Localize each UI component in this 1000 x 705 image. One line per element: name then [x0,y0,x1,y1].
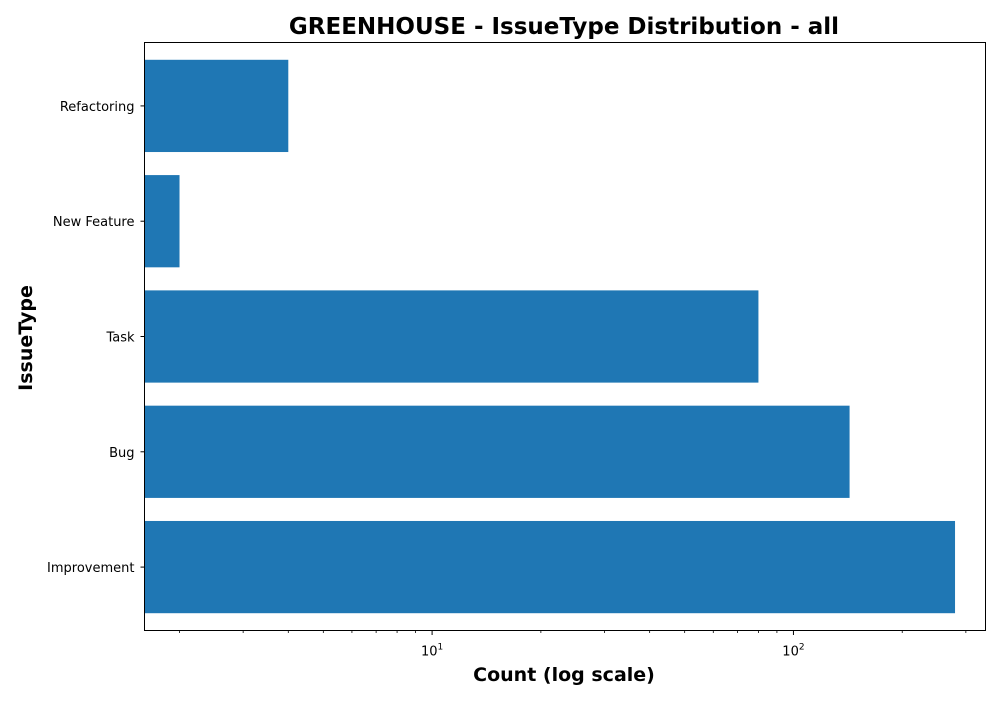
y-tick-label-new-feature: New Feature [53,215,135,230]
bars-layer [144,59,956,614]
y-axis-label: IssueType [15,285,37,391]
y-tick-label-refactoring: Refactoring [60,100,135,115]
y-tick-label-task: Task [105,331,135,346]
ticks-layer: Improvement Bug Task New Feature Refactoring… [47,100,967,660]
x-tick-label-100: 102 [782,643,804,660]
bar-improvement [144,520,956,614]
x-tick-label-10: 101 [421,643,443,660]
bar-bug [144,405,850,498]
bar-new-feature [144,175,180,268]
y-tick-label-improvement: Improvement [47,561,134,576]
chart-title: GREENHOUSE - IssueType Distribution - al… [289,14,839,40]
x-axis-label: Count (log scale) [473,664,655,686]
bar-task [144,290,759,383]
plot-area-frame [144,42,986,631]
bar-refactoring [144,59,289,153]
y-tick-label-bug: Bug [109,446,134,461]
